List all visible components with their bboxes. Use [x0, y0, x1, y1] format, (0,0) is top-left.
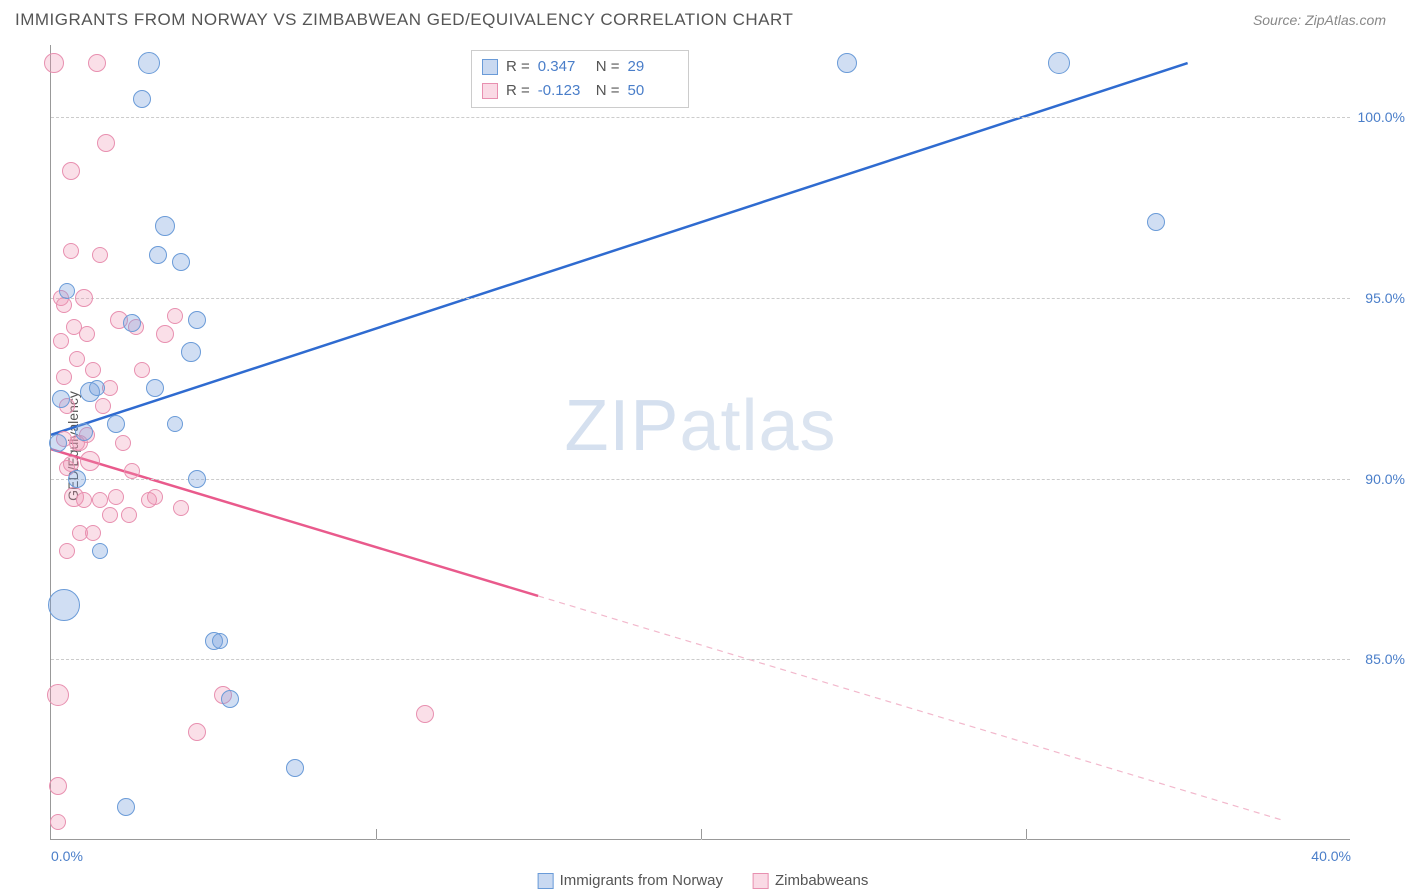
data-point-pink: [92, 247, 108, 263]
trend-lines: [51, 45, 1350, 839]
data-point-blue: [133, 90, 151, 108]
xtick-mark: [1026, 829, 1027, 839]
ytick-label: 100.0%: [1355, 109, 1405, 125]
data-point-blue: [117, 798, 135, 816]
gridline-h: [51, 117, 1350, 118]
ytick-label: 85.0%: [1355, 651, 1405, 667]
header: IMMIGRANTS FROM NORWAY VS ZIMBABWEAN GED…: [0, 0, 1406, 35]
data-point-pink: [167, 308, 183, 324]
data-point-pink: [115, 435, 131, 451]
stats-row-pink: R = -0.123 N = 50: [482, 79, 678, 103]
data-point-pink: [102, 507, 118, 523]
data-point-blue: [172, 253, 190, 271]
data-point-blue: [49, 434, 67, 452]
data-point-blue: [138, 52, 160, 74]
data-point-blue: [107, 415, 125, 433]
data-point-pink: [63, 243, 79, 259]
xtick-label: 0.0%: [51, 848, 83, 864]
data-point-blue: [52, 390, 70, 408]
plot-area: ZIPatlas R = 0.347 N = 29 R = -0.123 N =…: [50, 45, 1350, 840]
data-point-blue: [212, 633, 228, 649]
data-point-pink: [53, 333, 69, 349]
data-point-blue: [92, 543, 108, 559]
legend: Immigrants from Norway Zimbabweans: [538, 872, 869, 889]
watermark: ZIPatlas: [564, 385, 836, 467]
chart-title: IMMIGRANTS FROM NORWAY VS ZIMBABWEAN GED…: [15, 10, 793, 30]
data-point-blue: [1147, 213, 1165, 231]
data-point-blue: [286, 759, 304, 777]
data-point-pink: [88, 54, 106, 72]
data-point-blue: [89, 380, 105, 396]
data-point-pink: [76, 492, 92, 508]
data-point-blue: [59, 283, 75, 299]
data-point-blue: [181, 342, 201, 362]
data-point-pink: [156, 325, 174, 343]
stats-box: R = 0.347 N = 29 R = -0.123 N = 50: [471, 50, 689, 108]
data-point-pink: [47, 684, 69, 706]
ytick-label: 90.0%: [1355, 471, 1405, 487]
data-point-pink: [124, 463, 140, 479]
xtick-mark: [701, 829, 702, 839]
stats-row-blue: R = 0.347 N = 29: [482, 55, 678, 79]
data-point-pink: [85, 362, 101, 378]
data-point-pink: [79, 326, 95, 342]
data-point-pink: [62, 162, 80, 180]
data-point-pink: [75, 289, 93, 307]
data-point-pink: [92, 492, 108, 508]
data-point-pink: [95, 398, 111, 414]
data-point-blue: [146, 379, 164, 397]
swatch-blue-icon: [538, 873, 554, 889]
gridline-h: [51, 298, 1350, 299]
data-point-blue: [155, 216, 175, 236]
data-point-pink: [80, 451, 100, 471]
data-point-blue: [167, 416, 183, 432]
swatch-blue-icon: [482, 59, 498, 75]
data-point-blue: [149, 246, 167, 264]
data-point-pink: [56, 297, 72, 313]
ytick-label: 95.0%: [1355, 290, 1405, 306]
data-point-pink: [108, 489, 124, 505]
data-point-pink: [59, 543, 75, 559]
data-point-pink: [121, 507, 137, 523]
xtick-label: 40.0%: [1311, 848, 1351, 864]
data-point-blue: [123, 314, 141, 332]
legend-item-pink: Zimbabweans: [753, 872, 868, 889]
swatch-pink-icon: [753, 873, 769, 889]
data-point-blue: [188, 311, 206, 329]
swatch-pink-icon: [482, 83, 498, 99]
data-point-blue: [68, 470, 86, 488]
gridline-h: [51, 659, 1350, 660]
xtick-mark: [376, 829, 377, 839]
data-point-blue: [48, 589, 80, 621]
legend-item-blue: Immigrants from Norway: [538, 872, 723, 889]
chart-container: IMMIGRANTS FROM NORWAY VS ZIMBABWEAN GED…: [0, 0, 1406, 892]
data-point-pink: [56, 369, 72, 385]
data-point-pink: [49, 777, 67, 795]
data-point-pink: [44, 53, 64, 73]
data-point-pink: [50, 814, 66, 830]
source-attribution: Source: ZipAtlas.com: [1253, 12, 1386, 28]
gridline-h: [51, 479, 1350, 480]
data-point-blue: [75, 423, 93, 441]
data-point-pink: [134, 362, 150, 378]
data-point-pink: [69, 351, 85, 367]
data-point-pink: [85, 525, 101, 541]
data-point-blue: [221, 690, 239, 708]
data-point-pink: [147, 489, 163, 505]
data-point-blue: [837, 53, 857, 73]
data-point-blue: [1048, 52, 1070, 74]
data-point-blue: [188, 470, 206, 488]
data-point-pink: [416, 705, 434, 723]
data-point-pink: [97, 134, 115, 152]
data-point-pink: [173, 500, 189, 516]
data-point-pink: [188, 723, 206, 741]
